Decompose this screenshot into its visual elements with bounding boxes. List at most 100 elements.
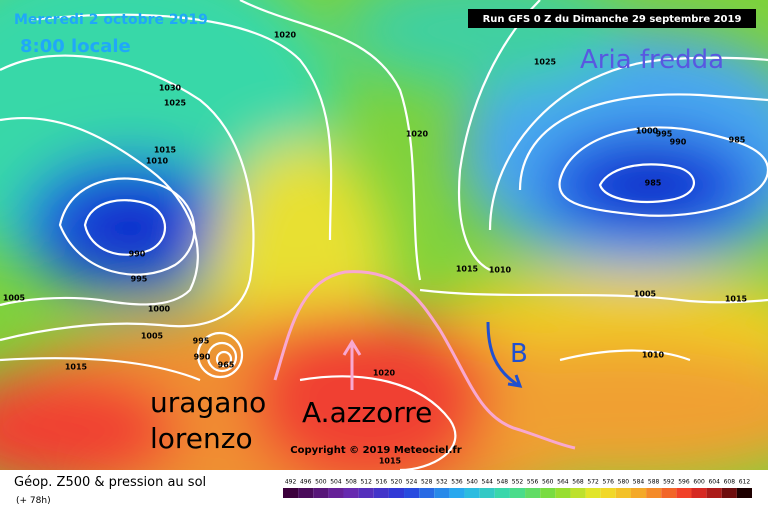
isobar-label: 985 — [729, 136, 746, 145]
isobar-label: 1010 — [489, 266, 512, 275]
isobars — [0, 0, 768, 470]
isobar-label: 995 — [193, 337, 210, 346]
legend-label: 564 — [557, 479, 569, 486]
legend-label: 504 — [330, 479, 342, 486]
isobar-label: 1015 — [65, 363, 88, 372]
isobar-label: 1020 — [406, 130, 429, 139]
isobar-label: 1005 — [141, 332, 164, 341]
legend-swatch — [313, 488, 329, 498]
time: 8:00 locale — [20, 36, 131, 57]
legend-label: 588 — [648, 479, 660, 486]
isobar-label: 1010 — [146, 157, 169, 166]
legend-swatch — [630, 488, 647, 498]
legend-swatch — [615, 488, 631, 498]
isobar-label: 1015 — [379, 457, 402, 466]
legend-label: 492 — [285, 479, 297, 486]
isobar-label: 1000 — [148, 305, 171, 314]
date: Mercredi 2 octobre 2019 — [14, 12, 208, 28]
legend-label: 568 — [572, 479, 584, 486]
legend-label: 572 — [587, 479, 599, 486]
legend-swatch — [555, 488, 571, 498]
isobar-label: 1005 — [634, 290, 657, 299]
legend-swatch — [646, 488, 662, 498]
legend-swatch — [691, 488, 707, 498]
legend-swatch — [328, 488, 344, 498]
isobar-label: 1000 — [636, 127, 659, 136]
legend-swatch — [479, 488, 495, 498]
legend-label: 560 — [542, 479, 554, 486]
legend-swatch — [570, 488, 586, 498]
legend-swatch — [358, 488, 374, 498]
legend-swatch — [721, 488, 737, 498]
isobar-label: 965 — [218, 361, 235, 370]
legend-swatch — [464, 488, 480, 498]
legend-swatch — [661, 488, 677, 498]
isobar-label: 990 — [194, 353, 211, 362]
legend-label: 512 — [360, 479, 372, 486]
legend-label: 600 — [693, 479, 705, 486]
annotation-azores: A.azzorre — [302, 396, 432, 429]
legend-label: 532 — [436, 479, 448, 486]
legend-label: 612 — [739, 479, 751, 486]
annotation-low: B — [510, 339, 528, 369]
legend-label: 496 — [300, 479, 312, 486]
legend-swatch — [343, 488, 359, 498]
legend-swatch — [525, 488, 541, 498]
isobar-label: 995 — [131, 275, 148, 284]
isobar-label: 1025 — [534, 58, 557, 67]
footer-title: Géop. Z500 & pression au sol — [14, 475, 206, 490]
legend-label: 528 — [421, 479, 433, 486]
isobar-label: 1030 — [159, 84, 182, 93]
legend-label: 580 — [618, 479, 630, 486]
legend-swatch — [434, 488, 450, 498]
isobar-label: 1015 — [154, 146, 177, 155]
annotation-hurricane: lorenzo — [150, 422, 253, 455]
isobar-label: 995 — [656, 130, 673, 139]
legend-swatch — [373, 488, 389, 498]
legend-swatch — [509, 488, 526, 498]
legend-label: 584 — [633, 479, 645, 486]
legend-label: 608 — [724, 479, 736, 486]
isobar-label: 990 — [670, 138, 687, 147]
isobar-label: 1015 — [725, 295, 748, 304]
isobar-label: 1005 — [3, 294, 26, 303]
legend-label: 500 — [315, 479, 327, 486]
legend-swatch — [600, 488, 616, 498]
legend-swatch — [449, 488, 465, 498]
legend-swatch — [419, 488, 435, 498]
legend-label: 556 — [527, 479, 539, 486]
legend-swatch — [283, 488, 299, 498]
isobar-label: 1015 — [456, 265, 479, 274]
legend-label: 508 — [345, 479, 357, 486]
run-banner — [468, 9, 756, 28]
isobar-label: 1020 — [274, 31, 297, 40]
isobar-label: 1020 — [373, 369, 396, 378]
legend-swatch — [706, 488, 722, 498]
isobar-label: 990 — [129, 250, 146, 259]
legend-label: 552 — [512, 479, 524, 486]
legend-label: 540 — [466, 479, 478, 486]
legend-swatch — [676, 488, 692, 498]
legend-label: 548 — [497, 479, 509, 486]
legend-label: 576 — [603, 479, 615, 486]
isobar-label: 985 — [645, 179, 662, 188]
legend-label: 544 — [482, 479, 494, 486]
legend-label: 524 — [406, 479, 418, 486]
footer-step: (+ 78h) — [16, 496, 51, 506]
annotation-hurricane: uragano — [150, 386, 266, 419]
isobar-label: 1010 — [642, 351, 665, 360]
legend-label: 516 — [376, 479, 388, 486]
annotation-cold-air: Aria fredda — [580, 45, 724, 75]
legend-label: 520 — [391, 479, 403, 486]
legend-swatch — [388, 488, 405, 498]
legend-label: 604 — [708, 479, 720, 486]
legend-label: 592 — [663, 479, 675, 486]
legend-swatch — [404, 488, 420, 498]
color-legend: 492 496 500 504 508 512 516 520 524 528 532 536 540 5… — [283, 479, 752, 498]
legend-label: 596 — [678, 479, 690, 486]
legend-swatch — [585, 488, 601, 498]
legend-swatch — [736, 488, 752, 498]
